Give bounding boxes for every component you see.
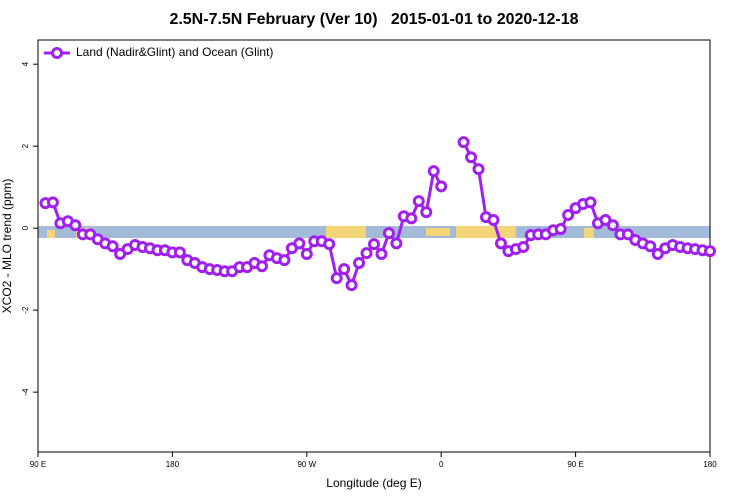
- data-point: [517, 241, 530, 254]
- data-point: [465, 151, 478, 164]
- land-patch: [47, 230, 55, 238]
- data-point: [599, 213, 612, 226]
- data-point: [704, 245, 716, 258]
- data-point: [405, 212, 418, 225]
- data-point: [420, 206, 433, 219]
- data-point: [278, 254, 291, 267]
- y-tick-label: -2: [21, 306, 30, 314]
- data-point: [487, 213, 500, 226]
- data-point: [382, 227, 395, 240]
- data-point: [353, 257, 366, 270]
- data-point: [338, 263, 351, 276]
- data-point: [584, 196, 597, 209]
- x-axis-label: Longitude (deg E): [326, 476, 421, 490]
- x-tick-label: 180: [703, 460, 717, 469]
- y-axis-label: XCO2 - MLO trend (ppm): [0, 179, 14, 314]
- legend-marker: [51, 47, 63, 59]
- data-point: [435, 180, 448, 193]
- x-tick-label: 90 W: [297, 460, 316, 469]
- data-point: [375, 247, 388, 260]
- data-point: [256, 260, 268, 273]
- x-tick-label: 90 E: [567, 460, 583, 469]
- data-point: [651, 247, 664, 260]
- y-tick-label: -4: [21, 388, 30, 396]
- data-point: [644, 240, 657, 253]
- data-point: [360, 247, 373, 260]
- data-point: [606, 219, 619, 232]
- x-tick-label: 0: [439, 460, 444, 469]
- data-point: [300, 247, 313, 260]
- data-point: [494, 237, 507, 250]
- data-point: [173, 246, 186, 259]
- data-point: [412, 195, 425, 208]
- legend-label: Land (Nadir&Glint) and Ocean (Glint): [76, 45, 273, 59]
- land-patch: [326, 226, 366, 238]
- land-patch: [426, 228, 450, 236]
- data-point: [621, 228, 634, 241]
- chart-title: 2.5N-7.5N February (Ver 10) 2015-01-01 t…: [169, 11, 578, 28]
- data-point: [472, 163, 485, 176]
- x-tick-label: 180: [166, 460, 180, 469]
- data-point: [345, 279, 358, 292]
- data-point: [106, 240, 119, 253]
- x-tick-label: 90 E: [30, 460, 46, 469]
- data-point: [390, 237, 403, 250]
- data-point: [562, 209, 575, 222]
- data-point: [46, 196, 59, 209]
- y-tick-label: 0: [21, 225, 30, 230]
- y-tick-label: 4: [21, 61, 30, 66]
- data-point: [427, 165, 440, 178]
- data-point: [368, 238, 380, 251]
- y-tick-label: 2: [21, 143, 30, 148]
- data-point: [457, 136, 470, 149]
- legend: Land (Nadir&Glint) and Ocean (Glint): [44, 45, 273, 59]
- data-point: [330, 272, 343, 285]
- data-point: [293, 237, 306, 250]
- data-point: [69, 219, 82, 232]
- data-point: [554, 222, 567, 235]
- data-point: [323, 238, 336, 251]
- land-patch: [584, 228, 594, 238]
- land-patch: [456, 226, 516, 238]
